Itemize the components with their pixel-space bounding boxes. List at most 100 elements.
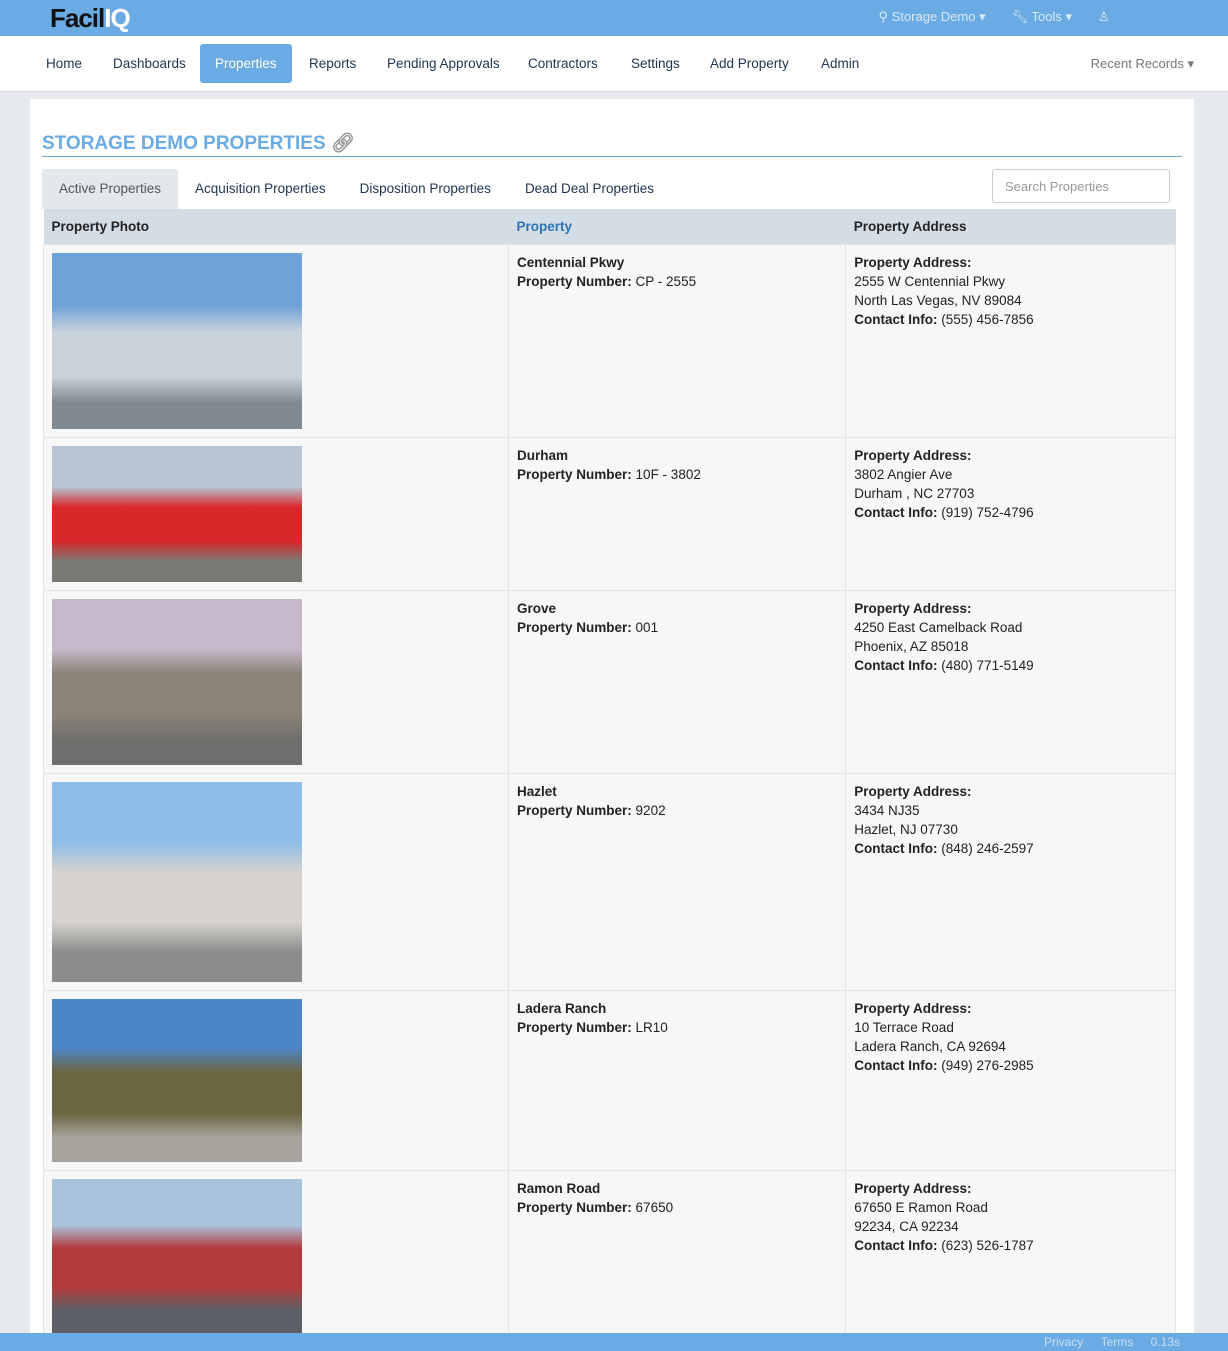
header-property[interactable]: Property [508, 209, 846, 244]
property-photo[interactable] [52, 781, 302, 982]
property-photo[interactable] [52, 998, 302, 1162]
photo-cell [43, 589, 509, 774]
property-cell[interactable]: Durham Property Number: 10F - 3802 [507, 436, 847, 591]
tab-dead-deal-properties[interactable]: Dead Deal Properties [524, 181, 655, 196]
address-line-1: 10 Terrace Road [854, 1019, 954, 1035]
header-address: Property Address [845, 209, 1176, 244]
address-line-1: 3802 Angier Ave [854, 466, 953, 482]
address-cell: Property Address: 3434 NJ35 Hazlet, NJ 077… [845, 772, 1176, 991]
contact-phone: (919) 752-4796 [941, 504, 1034, 520]
recent-records-label: Recent Records [1090, 56, 1184, 71]
property-cell[interactable]: Grove Property Number: 001 [507, 589, 847, 774]
property-photo[interactable] [52, 252, 302, 429]
nav-admin[interactable]: Admin [821, 56, 860, 71]
property-number-label: Property Number: [517, 802, 632, 818]
nav-add-property[interactable]: Add Property [710, 56, 789, 71]
property-number: LR10 [635, 1019, 668, 1035]
page-title: STORAGE DEMO PROPERTIES 🔗︎ [42, 131, 355, 155]
address-label: Property Address: [854, 1000, 972, 1016]
photo-cell [43, 989, 509, 1171]
property-cell[interactable]: Ladera Ranch Property Number: LR10 [507, 989, 847, 1171]
nav-home[interactable]: Home [46, 56, 83, 71]
properties-table: Property Photo Property Property Address… [43, 209, 1176, 1342]
page-title-text: STORAGE DEMO PROPERTIES [42, 133, 326, 154]
table-row[interactable]: Grove Property Number: 001 Property Addre… [43, 589, 1176, 774]
contact-phone: (848) 246-2597 [941, 840, 1034, 856]
property-cell[interactable]: Centennial Pkwy Property Number: CP - 255… [507, 243, 847, 438]
address-line-1: 2555 W Centennial Pkwy [854, 273, 1006, 289]
address-label: Property Address: [854, 783, 972, 799]
table-row[interactable]: Centennial Pkwy Property Number: CP - 255… [43, 243, 1176, 438]
tab-active-properties[interactable]: Active Properties [42, 169, 179, 209]
address-line-1: 3434 NJ35 [854, 802, 920, 818]
contact-phone: (480) 771-5149 [941, 657, 1034, 673]
render-time: 0.13s [1150, 1335, 1180, 1349]
property-photo[interactable] [52, 598, 302, 765]
property-name[interactable]: Hazlet [517, 783, 557, 799]
address-line-1: 4250 East Camelback Road [854, 619, 1023, 635]
tab-disposition-properties[interactable]: Disposition Properties [359, 181, 491, 196]
location-pin-icon: ⚲ [878, 9, 892, 24]
recent-records-dropdown[interactable]: Recent Records ▾ [1090, 56, 1194, 71]
contact-label: Contact Info: [854, 311, 938, 327]
property-photo[interactable] [52, 1178, 302, 1333]
property-tabs: Active Properties Acquisition Properties… [42, 169, 671, 209]
nav-reports[interactable]: Reports [309, 56, 357, 71]
property-number-label: Property Number: [517, 273, 632, 289]
address-label: Property Address: [854, 447, 972, 463]
property-name[interactable]: Centennial Pkwy [517, 254, 625, 270]
tools-dropdown[interactable]: 🔧︎ Tools ▾ [1011, 9, 1072, 24]
logo-text-accent: IQ [104, 3, 130, 33]
nav-contractors[interactable]: Contractors [528, 56, 598, 71]
property-cell[interactable]: Hazlet Property Number: 9202 [507, 772, 847, 991]
property-number-label: Property Number: [517, 1199, 632, 1215]
nav-dashboards[interactable]: Dashboards [113, 56, 186, 71]
property-number-label: Property Number: [517, 619, 632, 635]
property-name[interactable]: Grove [517, 600, 557, 616]
property-photo[interactable] [52, 445, 302, 582]
property-name[interactable]: Ladera Ranch [517, 1000, 607, 1016]
property-number: CP - 2555 [635, 273, 697, 289]
address-line-2: North Las Vegas, NV 89084 [854, 292, 1022, 308]
tab-acquisition-properties[interactable]: Acquisition Properties [195, 181, 326, 196]
photo-cell [43, 1169, 509, 1342]
terms-link[interactable]: Terms [1100, 1335, 1134, 1349]
search-input[interactable] [992, 169, 1170, 203]
contact-label: Contact Info: [854, 657, 938, 673]
property-number: 001 [635, 619, 659, 635]
contact-label: Contact Info: [854, 504, 938, 520]
property-number: 9202 [635, 802, 666, 818]
logo[interactable]: FacilIQ [50, 3, 131, 34]
contact-phone: (555) 456-7856 [941, 311, 1034, 327]
photo-cell [43, 436, 509, 591]
link-icon[interactable]: 🔗︎ [330, 133, 356, 154]
photo-cell [43, 243, 509, 438]
nav-settings[interactable]: Settings [631, 56, 680, 71]
address-cell: Property Address: 67650 E Ramon Road 92234… [845, 1169, 1176, 1342]
address-cell: Property Address: 3802 Angier Ave Durham ,… [845, 436, 1176, 591]
property-cell[interactable]: Ramon Road Property Number: 67650 [507, 1169, 847, 1342]
table-row[interactable]: Ramon Road Property Number: 67650 Propert… [43, 1169, 1176, 1342]
nav-properties[interactable]: Properties [200, 44, 292, 83]
property-number: 10F - 3802 [635, 466, 701, 482]
address-line-2: Durham , NC 27703 [854, 485, 975, 501]
address-line-2: Phoenix, AZ 85018 [854, 638, 969, 654]
privacy-link[interactable]: Privacy [1043, 1335, 1084, 1349]
user-icon[interactable]: ♙ [1098, 9, 1110, 24]
contact-label: Contact Info: [854, 1237, 938, 1253]
address-line-1: 67650 E Ramon Road [854, 1199, 988, 1215]
org-label: Storage Demo [891, 9, 976, 24]
property-name[interactable]: Ramon Road [517, 1180, 601, 1196]
property-number-label: Property Number: [517, 1019, 632, 1035]
contact-label: Contact Info: [854, 1057, 938, 1073]
org-dropdown[interactable]: ⚲ Storage Demo ▾ [878, 9, 986, 24]
content-panel: STORAGE DEMO PROPERTIES 🔗︎ Active Proper… [30, 99, 1194, 1342]
property-name[interactable]: Durham [517, 447, 569, 463]
main-nav: Home Dashboards Properties Reports Pendi… [0, 36, 1228, 92]
table-row[interactable]: Durham Property Number: 10F - 3802 Proper… [43, 436, 1176, 591]
table-row[interactable]: Ladera Ranch Property Number: LR10 Proper… [43, 989, 1176, 1171]
address-label: Property Address: [854, 600, 972, 616]
address-label: Property Address: [854, 254, 972, 270]
nav-pending-approvals[interactable]: Pending Approvals [387, 56, 500, 71]
table-row[interactable]: Hazlet Property Number: 9202 Property Add… [43, 772, 1176, 991]
